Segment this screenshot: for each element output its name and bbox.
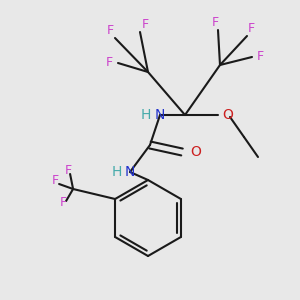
Text: H: H (112, 165, 122, 179)
Text: F: F (52, 175, 59, 188)
Text: F: F (59, 196, 67, 209)
Text: O: O (190, 145, 201, 159)
Text: F: F (248, 22, 255, 35)
Text: N: N (125, 165, 135, 179)
Text: F: F (141, 19, 148, 32)
Text: F: F (256, 50, 264, 64)
Text: F: F (105, 56, 112, 70)
Text: F: F (106, 25, 114, 38)
Text: F: F (212, 16, 219, 29)
Text: H: H (141, 108, 151, 122)
Text: F: F (64, 164, 72, 178)
Text: N: N (155, 108, 165, 122)
Text: O: O (222, 108, 233, 122)
